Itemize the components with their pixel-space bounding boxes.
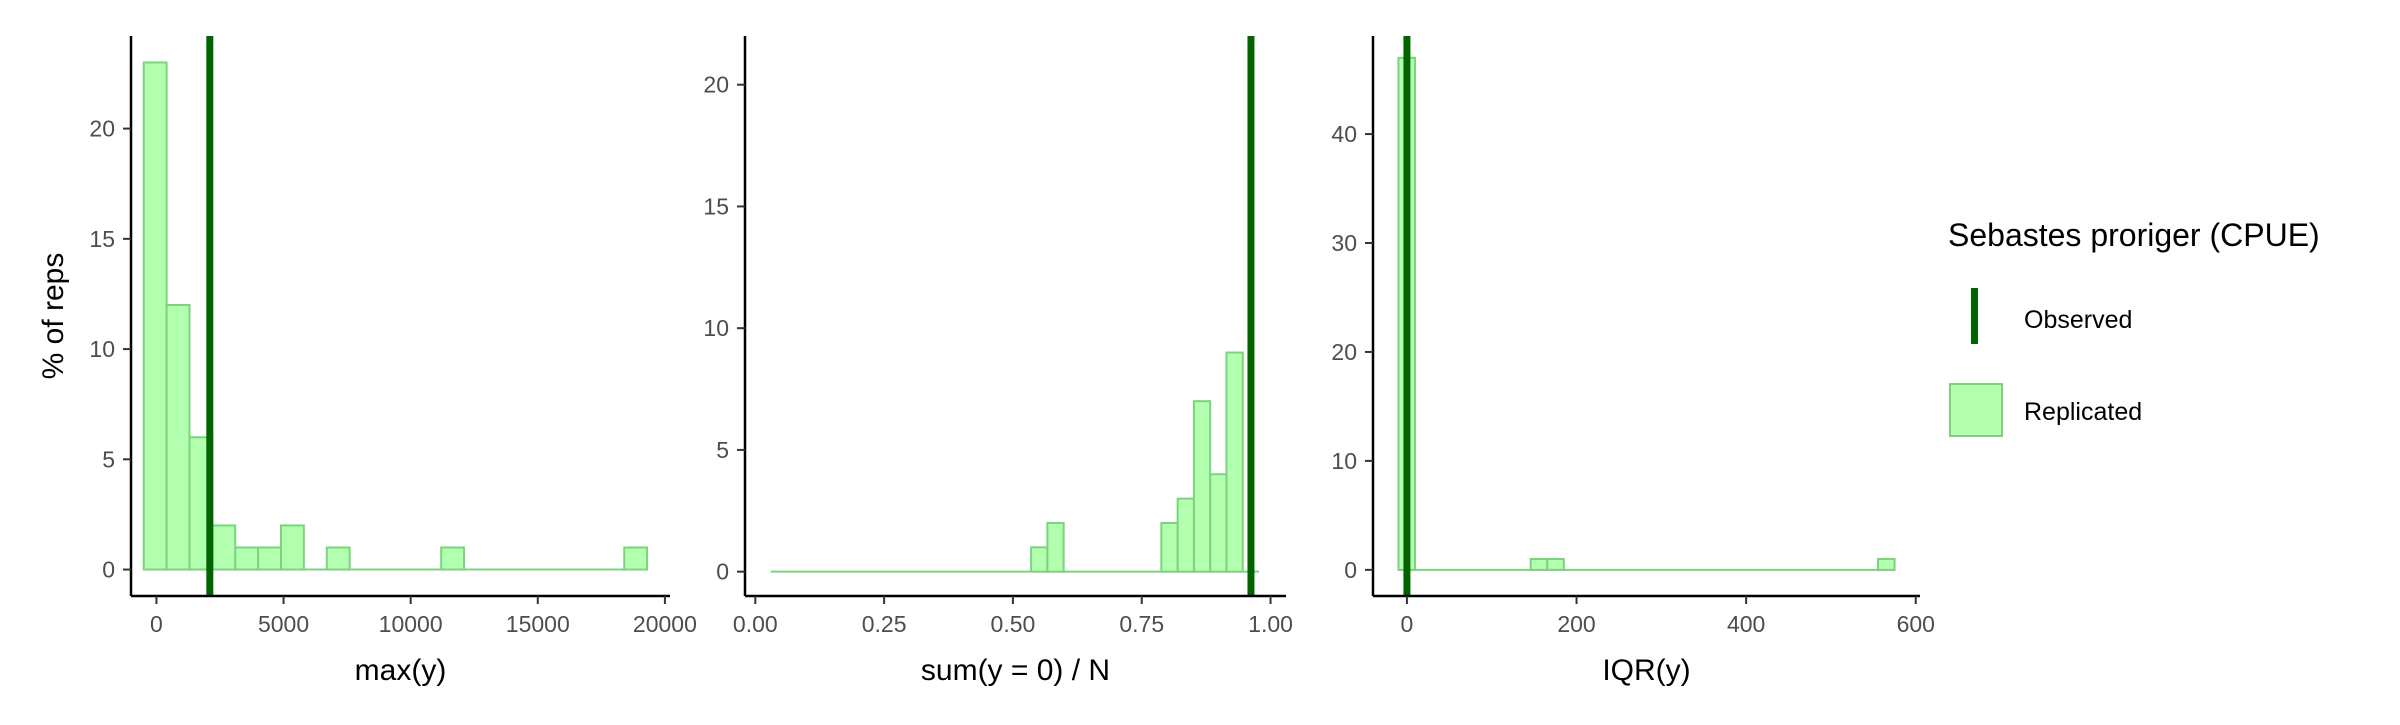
y-tick-label: 0 xyxy=(1344,557,1357,583)
histogram-bar xyxy=(325,546,351,571)
histogram-bar xyxy=(142,61,168,571)
histogram-bars xyxy=(770,351,1260,573)
histogram-bars xyxy=(1397,56,1896,571)
x-axis-title: IQR(y) xyxy=(1602,654,1690,687)
y-tick-label: 0 xyxy=(102,557,115,583)
legend-item-replicated: Replicated xyxy=(1949,383,2142,437)
legend-label-observed: Observed xyxy=(2024,306,2132,334)
x-tick-label: 0 xyxy=(150,611,163,637)
histogram-bar xyxy=(211,524,237,571)
legend-key-observed xyxy=(1971,288,1978,344)
histogram-bar xyxy=(623,546,649,571)
x-tick-label: 1.00 xyxy=(1248,611,1293,637)
x-tick-label: 0 xyxy=(1401,611,1414,637)
histogram-bar xyxy=(257,546,283,571)
histogram-bar xyxy=(1529,557,1549,571)
y-tick-label: 15 xyxy=(703,193,729,219)
y-tick-label: 30 xyxy=(1331,230,1357,256)
x-tick-label: 200 xyxy=(1557,611,1595,637)
histogram-bar xyxy=(1546,557,1565,571)
histogram-bars xyxy=(142,61,649,571)
histogram-bar xyxy=(1209,473,1228,573)
x-tick-label: 5000 xyxy=(258,611,309,637)
histogram-bar xyxy=(1176,497,1195,573)
x-tick-label: 15000 xyxy=(506,611,570,637)
y-tick-label: 40 xyxy=(1331,121,1357,147)
y-tick-label: 20 xyxy=(89,116,115,142)
histogram-bar xyxy=(1030,546,1049,573)
legend-key-replicated xyxy=(1949,383,2003,437)
y-tick-label: 15 xyxy=(89,226,115,252)
y-tick-label: 5 xyxy=(102,446,115,472)
x-tick-label: 0.25 xyxy=(862,611,907,637)
histogram-bar xyxy=(1192,400,1212,573)
histogram-bar xyxy=(280,524,305,571)
histogram-bar xyxy=(1160,521,1179,573)
legend: Sebastes proriger (CPUE) Observed Replic… xyxy=(1948,217,2320,437)
x-tick-label: 20000 xyxy=(633,611,697,637)
x-axis-title: max(y) xyxy=(355,654,447,687)
histogram-bar xyxy=(440,546,466,571)
x-tick-label: 0.75 xyxy=(1119,611,1164,637)
x-tick-label: 0.00 xyxy=(733,611,778,637)
histogram-bar xyxy=(1877,557,1896,571)
y-tick-label: 20 xyxy=(1331,339,1357,365)
histogram-panel-zero: 0 5 10 15 20 0.00 0.25 0.50 0.75 1.00 sum(y = 0) /… xyxy=(703,36,1293,687)
y-tick-label: 10 xyxy=(1331,448,1357,474)
x-axis-title: sum(y = 0) / N xyxy=(921,654,1110,687)
histogram-bar xyxy=(234,546,260,571)
legend-item-observed: Observed xyxy=(1971,288,2132,344)
y-tick-label: 10 xyxy=(89,336,115,362)
legend-title: Sebastes proriger (CPUE) xyxy=(1948,217,2320,253)
x-tick-label: 600 xyxy=(1897,611,1935,637)
histogram-bar xyxy=(1225,351,1244,573)
x-tick-label: 0.50 xyxy=(991,611,1036,637)
x-tick-label: 400 xyxy=(1727,611,1765,637)
y-tick-label: 0 xyxy=(716,559,729,585)
histogram-bar xyxy=(165,303,191,571)
y-tick-label: 20 xyxy=(703,72,729,98)
legend-label-replicated: Replicated xyxy=(2024,398,2142,426)
y-tick-label: 5 xyxy=(716,437,729,463)
y-tick-label: 10 xyxy=(703,315,729,341)
x-tick-label: 10000 xyxy=(379,611,443,637)
histogram-panel-max: 0 5 10 15 20 0 5000 10000 15000 20000 max(y) % of r… xyxy=(37,36,697,687)
histogram-bar xyxy=(1046,521,1065,573)
y-axis-title: % of reps xyxy=(37,253,70,380)
